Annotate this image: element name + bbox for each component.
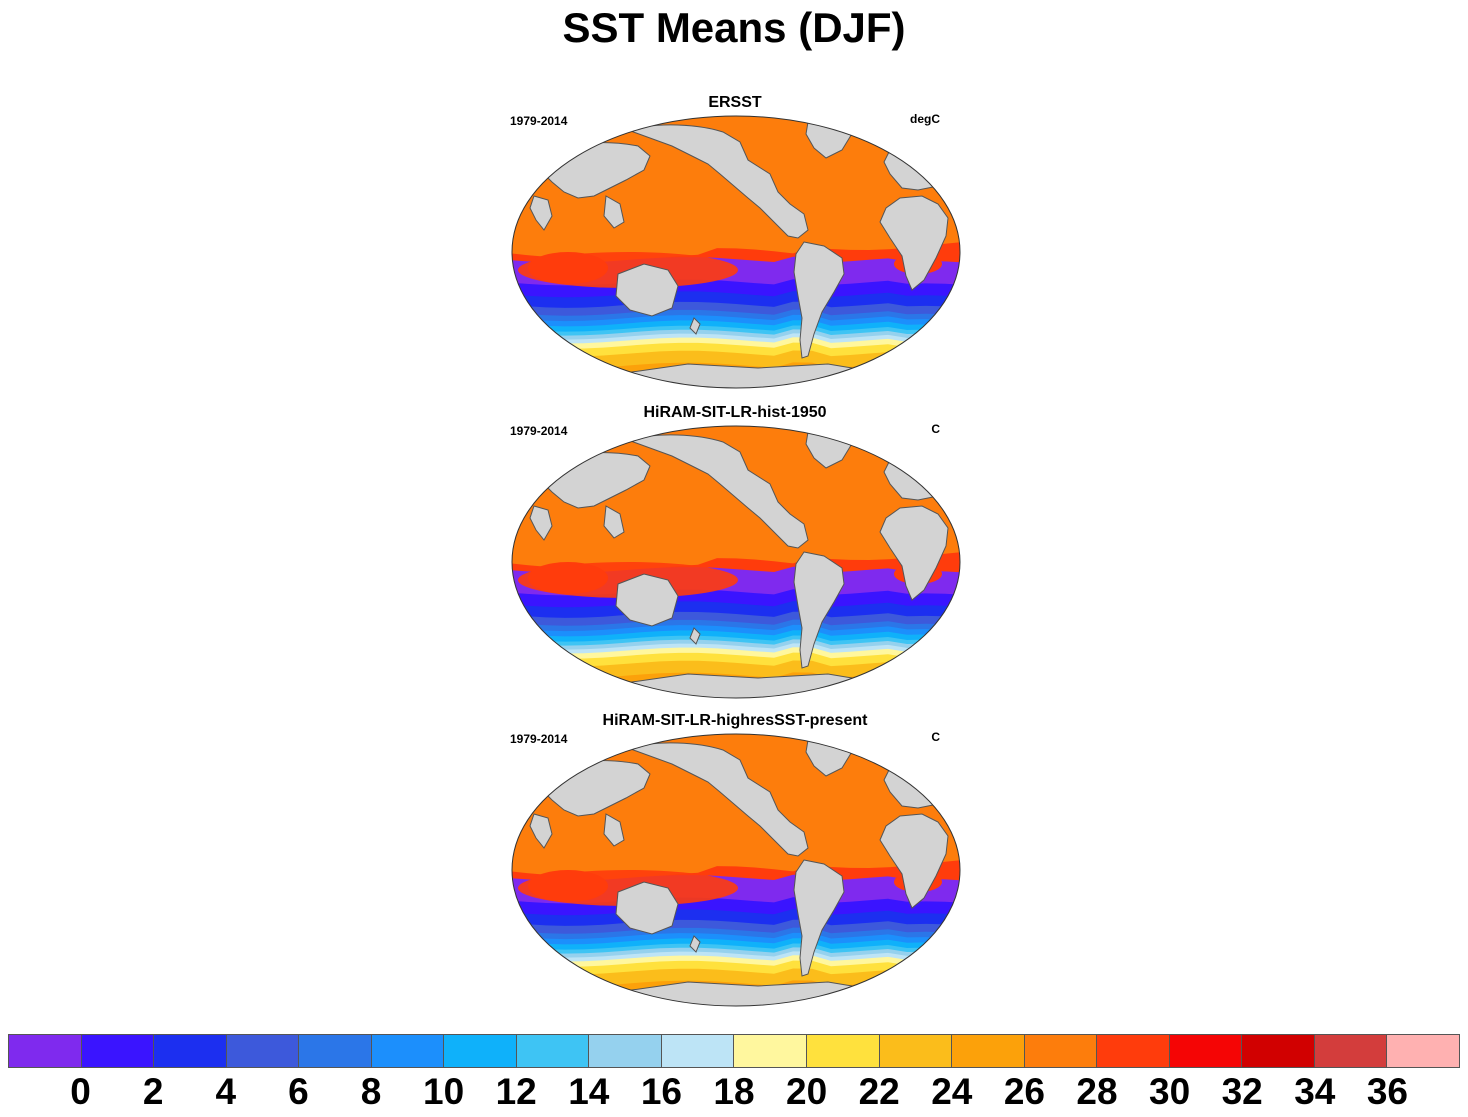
colorbar-tick-label: 14: [568, 1071, 610, 1112]
colorbar-tick-label: 0: [70, 1071, 91, 1112]
colorbar-tick-label: 24: [931, 1071, 973, 1112]
map-panel-highressst-present: HiRAM-SIT-LR-highresSST-present 1979-201…: [500, 712, 970, 1012]
colorbar-tick-label: 12: [495, 1071, 537, 1112]
colorbar-box: [81, 1035, 155, 1067]
colorbar-box: [226, 1035, 300, 1067]
colorbar-box: [1242, 1035, 1315, 1067]
colorbar-tick-label: 10: [423, 1071, 465, 1112]
colorbar-box: [1169, 1035, 1243, 1067]
land-mass: [879, 813, 949, 909]
colorbar-box: [1314, 1035, 1388, 1067]
colorbar-box: [516, 1035, 590, 1067]
colorbar-box: [1387, 1035, 1459, 1067]
warm-pool: [528, 562, 608, 594]
colorbar-box: [1097, 1035, 1170, 1067]
land-mass: [689, 627, 701, 645]
colorbar-box: [807, 1035, 880, 1067]
land-mass: [615, 573, 679, 627]
panel-period: 1979-2014: [510, 424, 568, 438]
colorbar-tick-label: 8: [360, 1071, 382, 1112]
colorbar-box: [1024, 1035, 1098, 1067]
map-border: [511, 425, 961, 699]
colorbar: [8, 1034, 1460, 1068]
colorbar-box: [371, 1035, 445, 1067]
figure-title: SST Means (DJF): [562, 4, 906, 51]
colorbar-box: [952, 1035, 1025, 1067]
land-mass: [793, 241, 845, 359]
map-panel-hist-1950: HiRAM-SIT-LR-hist-1950 1979-2014 C: [500, 404, 970, 704]
panel-units: C: [931, 730, 940, 744]
land-mass: [615, 263, 679, 317]
colorbar-box: [661, 1035, 735, 1067]
land-mass: [689, 317, 701, 335]
panel-period: 1979-2014: [510, 732, 568, 746]
colorbar-tick-label: 18: [713, 1071, 755, 1112]
map-border: [511, 733, 961, 1007]
colorbar-tick-label: 20: [786, 1071, 828, 1112]
map-border: [511, 115, 961, 389]
colorbar-tick-label: 26: [1003, 1071, 1045, 1112]
land-mass: [879, 195, 949, 291]
land-mass: [793, 551, 845, 669]
land-mass: [603, 195, 625, 229]
land-mass: [603, 813, 625, 847]
colorbar-tick-label: 34: [1294, 1071, 1336, 1112]
colorbar-tick-label: 2: [142, 1071, 164, 1112]
land-mass: [626, 124, 809, 239]
land-mass: [793, 859, 845, 977]
colorbar-tick-label: 32: [1221, 1071, 1263, 1112]
colorbar-box: [154, 1035, 227, 1067]
colorbar-box: [444, 1035, 517, 1067]
warm-pool: [528, 252, 608, 284]
sst-map: [511, 425, 961, 699]
colorbar-box: [299, 1035, 372, 1067]
land-mass: [529, 813, 553, 849]
sst-map: [511, 115, 961, 389]
land-mass: [689, 935, 701, 953]
land-mass: [626, 742, 809, 857]
panel-period: 1979-2014: [510, 114, 568, 128]
land-mass: [615, 881, 679, 935]
colorbar-tick-label: 16: [640, 1071, 682, 1112]
land-mass: [879, 505, 949, 601]
panel-title: HiRAM-SIT-LR-highresSST-present: [602, 712, 868, 729]
panel-units: C: [931, 422, 940, 436]
map-panel-ersst: ERSST 1979-2014 degC: [500, 94, 970, 394]
land-mass: [603, 505, 625, 539]
panel-title: ERSST: [708, 94, 762, 111]
colorbar-tick-label: 4: [215, 1071, 237, 1112]
land-mass: [529, 505, 553, 541]
colorbar-box: [9, 1035, 82, 1067]
colorbar-box: [879, 1035, 953, 1067]
colorbar-box: [734, 1035, 808, 1067]
colorbar-box: [589, 1035, 662, 1067]
warm-pool: [528, 870, 608, 902]
colorbar-tick-label: 30: [1149, 1071, 1191, 1112]
land-mass: [626, 434, 809, 549]
panel-title: HiRAM-SIT-LR-hist-1950: [643, 404, 827, 421]
panel-units: degC: [910, 112, 940, 126]
land-mass: [529, 195, 553, 231]
colorbar-tick-label: 28: [1076, 1071, 1118, 1112]
colorbar-tick-label: 22: [858, 1071, 900, 1112]
sst-map: [511, 733, 961, 1007]
colorbar-tick-label: 36: [1366, 1071, 1408, 1112]
colorbar-tick-label: 6: [288, 1071, 309, 1112]
